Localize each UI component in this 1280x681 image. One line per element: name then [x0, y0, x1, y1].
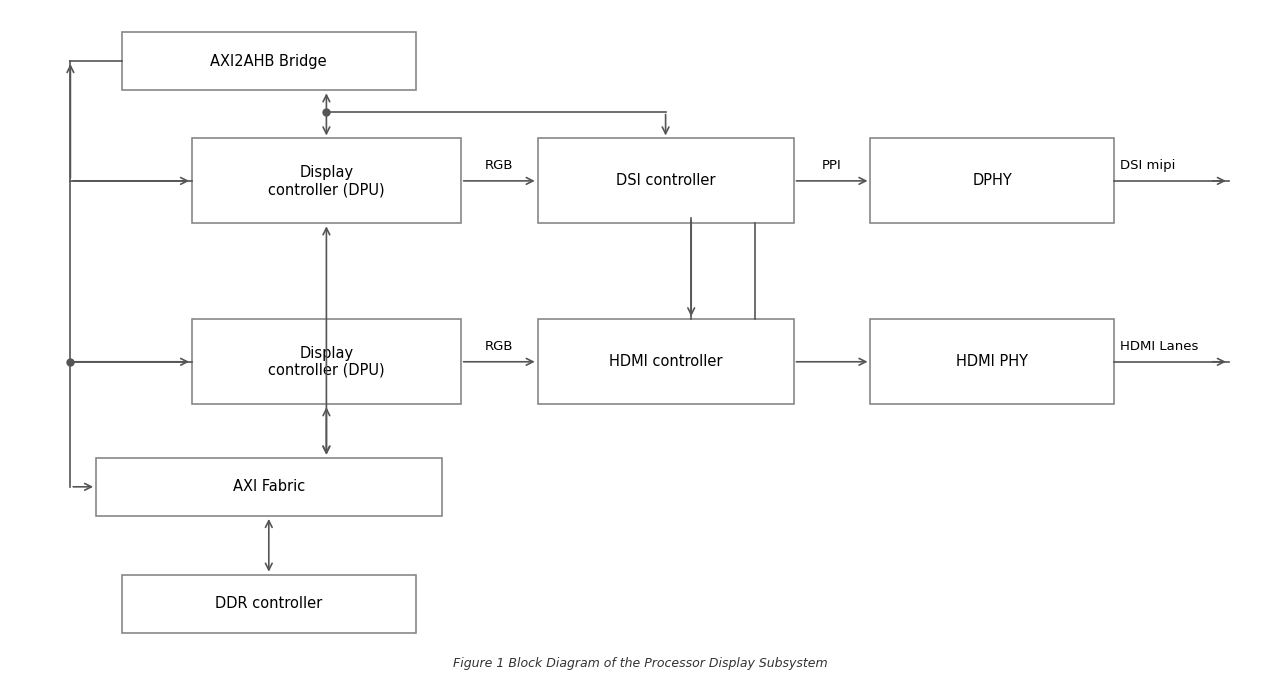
Text: DPHY: DPHY	[972, 174, 1012, 189]
Bar	[192, 319, 461, 405]
Bar	[122, 32, 416, 91]
Text: Figure 1 Block Diagram of the Processor Display Subsystem: Figure 1 Block Diagram of the Processor …	[453, 657, 827, 670]
Text: HDMI controller: HDMI controller	[609, 354, 722, 369]
Bar	[538, 138, 794, 223]
Text: HDMI PHY: HDMI PHY	[956, 354, 1028, 369]
Bar	[96, 458, 442, 516]
Text: DDR controller: DDR controller	[215, 597, 323, 612]
Bar	[122, 575, 416, 633]
Text: AXI Fabric: AXI Fabric	[233, 479, 305, 494]
Bar	[192, 138, 461, 223]
Text: DSI mipi: DSI mipi	[1120, 159, 1175, 172]
Text: Display
controller (DPU): Display controller (DPU)	[268, 165, 385, 197]
Bar	[870, 138, 1114, 223]
Bar	[870, 319, 1114, 405]
Text: HDMI Lanes: HDMI Lanes	[1120, 340, 1198, 353]
Text: Display
controller (DPU): Display controller (DPU)	[268, 345, 385, 378]
Text: RGB: RGB	[485, 159, 513, 172]
Text: DSI controller: DSI controller	[616, 174, 716, 189]
Bar	[538, 319, 794, 405]
Text: AXI2AHB Bridge: AXI2AHB Bridge	[210, 54, 328, 69]
Text: PPI: PPI	[822, 159, 842, 172]
Text: RGB: RGB	[485, 340, 513, 353]
